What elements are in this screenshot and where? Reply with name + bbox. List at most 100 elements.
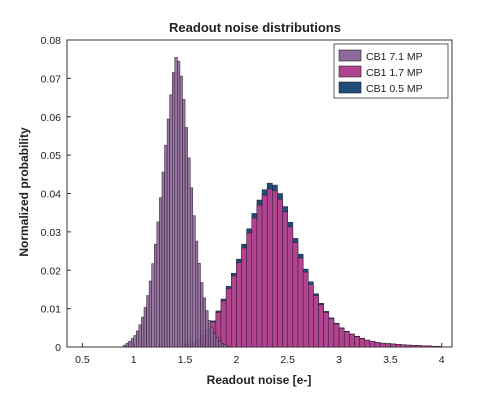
bar-series-1-bin-19 <box>169 94 173 348</box>
bar-series-2-bin-27 <box>318 304 324 348</box>
bar-series-2-bin-33 <box>349 334 355 348</box>
bar-series-2-bin-16 <box>261 194 268 348</box>
x-tick-label-6: 3 <box>336 354 342 366</box>
bar-series-2-bin-11 <box>236 262 242 348</box>
x-tick-label-2: 1 <box>131 354 137 366</box>
bar-series-1-bin-24 <box>182 99 186 348</box>
bar-series-2-bin-43 <box>400 344 407 348</box>
bar-series-2-bin-39 <box>379 342 386 348</box>
bar-series-1-bin-2 <box>125 342 129 348</box>
bar-series-2-bin-23 <box>297 257 304 348</box>
bar-series-2-bin-26 <box>313 295 319 348</box>
bar-series-2-bin-25 <box>308 284 314 348</box>
y-tick-label-2: 0.01 <box>41 304 62 316</box>
bar-series-2-bin-14 <box>251 217 258 348</box>
bar-series-2-bin-34 <box>354 336 360 348</box>
bar-series-2-bin-46 <box>415 345 422 348</box>
bar-series-1-bin-26 <box>187 157 191 348</box>
bar-series-1-bin-29 <box>195 240 199 348</box>
bar-series-2-bin-40 <box>385 343 391 348</box>
bar-series-1-bin-16 <box>161 171 165 348</box>
bar-series-1-bin-8 <box>141 316 145 348</box>
bar-series-1-bin-6 <box>136 330 140 348</box>
plot-area: 0.5 1 1.5 2 2.5 3 3.5 4 0 0.01 0.02 0.03 0.04 0.05 0.0… <box>41 35 453 366</box>
bar-series-2-bin-38 <box>374 342 381 348</box>
bar-series-1-bin-12 <box>151 263 155 348</box>
legend-label-1: CB1 7.1 MP <box>366 51 423 63</box>
bar-series-2-bin-36 <box>364 339 371 348</box>
bar-series-2-bin-50 <box>436 345 442 348</box>
bar-series-1-bin-7 <box>138 324 142 348</box>
bar-series-1-bin-14 <box>156 221 160 348</box>
bar-series-1-bin-36 <box>213 333 217 348</box>
y-tick-label-6: 0.05 <box>41 150 62 162</box>
bar-series-1-bin-22 <box>177 60 181 348</box>
bar-series-2-bin-42 <box>395 344 401 348</box>
y-tick-label-9: 0.08 <box>41 35 62 47</box>
bar-series-2-bin-28 <box>323 312 330 348</box>
y-tick-label-5: 0.04 <box>41 189 62 201</box>
bar-series-1-bin-11 <box>148 280 152 348</box>
legend-swatch-3 <box>338 81 362 94</box>
bar-series-2-bin-22 <box>292 242 299 348</box>
bar-series-1-bin-3 <box>128 340 132 348</box>
bar-series-1-bin-15 <box>159 197 163 348</box>
legend-label-2: CB1 1.7 MP <box>366 67 423 79</box>
y-tick-label-3: 0.02 <box>41 265 62 277</box>
bar-series-1-bin-30 <box>197 263 201 348</box>
bar-series-2-bin-35 <box>359 338 365 348</box>
bar-series-1-bin-34 <box>207 320 211 348</box>
bar-series-1-bin-23 <box>179 75 183 348</box>
bar-series-2-bin-45 <box>410 345 417 348</box>
y-axis-label: Normalized probability <box>17 127 31 257</box>
bar-series-1-bin-35 <box>210 327 214 348</box>
bar-series-2-bin-48 <box>426 345 432 348</box>
x-tick-label-3: 1.5 <box>178 354 193 366</box>
bar-series-1-bin-18 <box>166 118 170 348</box>
x-tick-label-8: 4 <box>439 354 445 366</box>
bar-series-1-bin-20 <box>171 72 176 348</box>
bar-series-1-bin-38 <box>218 340 222 348</box>
bar-series-2-bin-47 <box>420 345 427 348</box>
bar-series-2-bin-41 <box>390 343 396 348</box>
y-tick-label-4: 0.03 <box>41 227 62 239</box>
x-tick-label-1: 0.5 <box>75 354 90 366</box>
chart-title: Readout noise distributions <box>169 20 341 35</box>
bar-series-1-bin-32 <box>202 297 206 348</box>
bar-series-2-bin-9 <box>225 288 232 348</box>
legend-label-3: CB1 0.5 MP <box>366 83 423 95</box>
bar-series-1-bin-9 <box>143 307 147 348</box>
bar-series-2-bin-10 <box>231 275 237 348</box>
legend-swatch-2 <box>338 65 362 78</box>
bar-series-2-bin-13 <box>246 232 253 348</box>
bar-series-1-bin-17 <box>164 144 168 348</box>
bar-series-2-bin-37 <box>369 340 376 348</box>
bar-series-2-bin-8 <box>220 300 227 348</box>
bar-series-2-bin-20 <box>282 211 288 348</box>
bar-series-2-bin-18 <box>272 190 278 348</box>
bar-series-2-bin-29 <box>328 318 335 348</box>
x-tick-label-7: 3.5 <box>383 354 398 366</box>
bar-series-2-bin-32 <box>343 331 350 348</box>
bar-series-1-bin-13 <box>154 243 158 348</box>
bar-series-1-bin-39 <box>220 342 224 348</box>
bar-series-1-bin-31 <box>200 282 204 348</box>
bar-series-1-bin-27 <box>189 187 194 348</box>
y-tick-label-8: 0.07 <box>41 73 62 85</box>
bar-series-1-bin-41 <box>225 345 229 348</box>
bar-series-2-bin-15 <box>256 204 263 348</box>
bar-series-2-bin-49 <box>431 345 437 348</box>
bar-series-2-bin-31 <box>338 327 345 348</box>
bar-series-2-bin-12 <box>241 247 247 348</box>
bar-series-1-bin-25 <box>184 127 188 348</box>
bar-series-2-bin-21 <box>287 226 294 348</box>
bar-series-1-bin-37 <box>215 337 219 348</box>
bar-series-1-bin-1 <box>123 344 127 348</box>
x-axis-label: Readout noise [e-] <box>207 373 312 387</box>
bar-series-2-bin-24 <box>302 271 309 348</box>
bar-series-1-bin-10 <box>146 295 150 348</box>
bar-series-1-bin-28 <box>192 215 196 348</box>
x-tick-label-4: 2 <box>233 354 239 366</box>
